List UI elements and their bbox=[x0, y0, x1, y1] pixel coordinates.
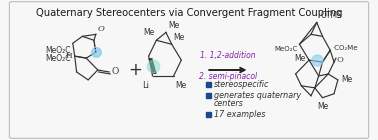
Text: Me: Me bbox=[168, 21, 179, 30]
Text: MeO₂C: MeO₂C bbox=[45, 46, 71, 55]
Text: +: + bbox=[128, 61, 142, 79]
Text: O: O bbox=[98, 25, 105, 33]
Bar bbox=[206, 112, 211, 117]
Text: MeO₂C: MeO₂C bbox=[45, 54, 71, 63]
Text: O: O bbox=[111, 67, 119, 76]
Bar bbox=[206, 82, 211, 87]
Text: Me: Me bbox=[341, 75, 352, 84]
Text: H: H bbox=[65, 52, 72, 60]
Text: generates quaternary: generates quaternary bbox=[214, 91, 301, 100]
Bar bbox=[206, 93, 211, 98]
Text: Me: Me bbox=[294, 54, 305, 63]
Text: centers: centers bbox=[214, 99, 244, 108]
Text: Me: Me bbox=[143, 28, 155, 37]
Text: ·CO₂Me: ·CO₂Me bbox=[332, 45, 358, 51]
Text: Li: Li bbox=[142, 81, 149, 90]
Text: O: O bbox=[337, 56, 344, 64]
FancyBboxPatch shape bbox=[9, 2, 369, 138]
Text: MeO₂C: MeO₂C bbox=[274, 46, 297, 52]
Text: OTMS: OTMS bbox=[321, 11, 342, 20]
Text: Me: Me bbox=[175, 81, 187, 90]
Text: 1. 1,2-addition: 1. 1,2-addition bbox=[200, 51, 256, 60]
Text: 2. semi-pinacol: 2. semi-pinacol bbox=[199, 72, 257, 81]
Text: Quaternary Stereocenters via Convergent Fragment Coupling: Quaternary Stereocenters via Convergent … bbox=[36, 8, 342, 18]
Text: 17 examples: 17 examples bbox=[214, 110, 265, 119]
Text: Me: Me bbox=[174, 33, 185, 42]
Text: stereospecific: stereospecific bbox=[214, 80, 270, 89]
Text: Me: Me bbox=[317, 102, 328, 111]
